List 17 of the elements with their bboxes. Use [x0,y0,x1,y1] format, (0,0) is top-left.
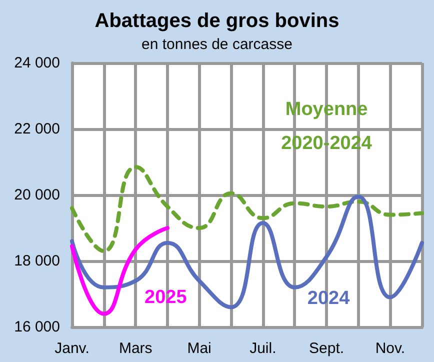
y-tick-label: 18 000 [14,252,60,270]
y-tick-label: 24 000 [14,54,60,72]
y-tick-label: 16 000 [14,318,60,336]
x-tick-label: Janv. [54,340,90,357]
x-tick-label: Nov. [375,340,406,357]
series-label: 2025 [144,286,188,308]
chart-subtitle: en tonnes de carcasse [142,36,292,53]
y-tick-label: 22 000 [14,120,60,138]
chart-title: Abattages de gros bovins [94,10,340,32]
line-series [70,194,424,310]
x-tick-label: Sept. [309,340,344,357]
x-tick-label: Juil. [250,340,276,357]
line-series [70,164,424,254]
x-tick-label: Mars [118,340,152,357]
x-tick-label: Mai [187,340,212,357]
y-tick-label: 20 000 [14,186,60,204]
text: Moyenne 2020-2024 [281,99,372,154]
